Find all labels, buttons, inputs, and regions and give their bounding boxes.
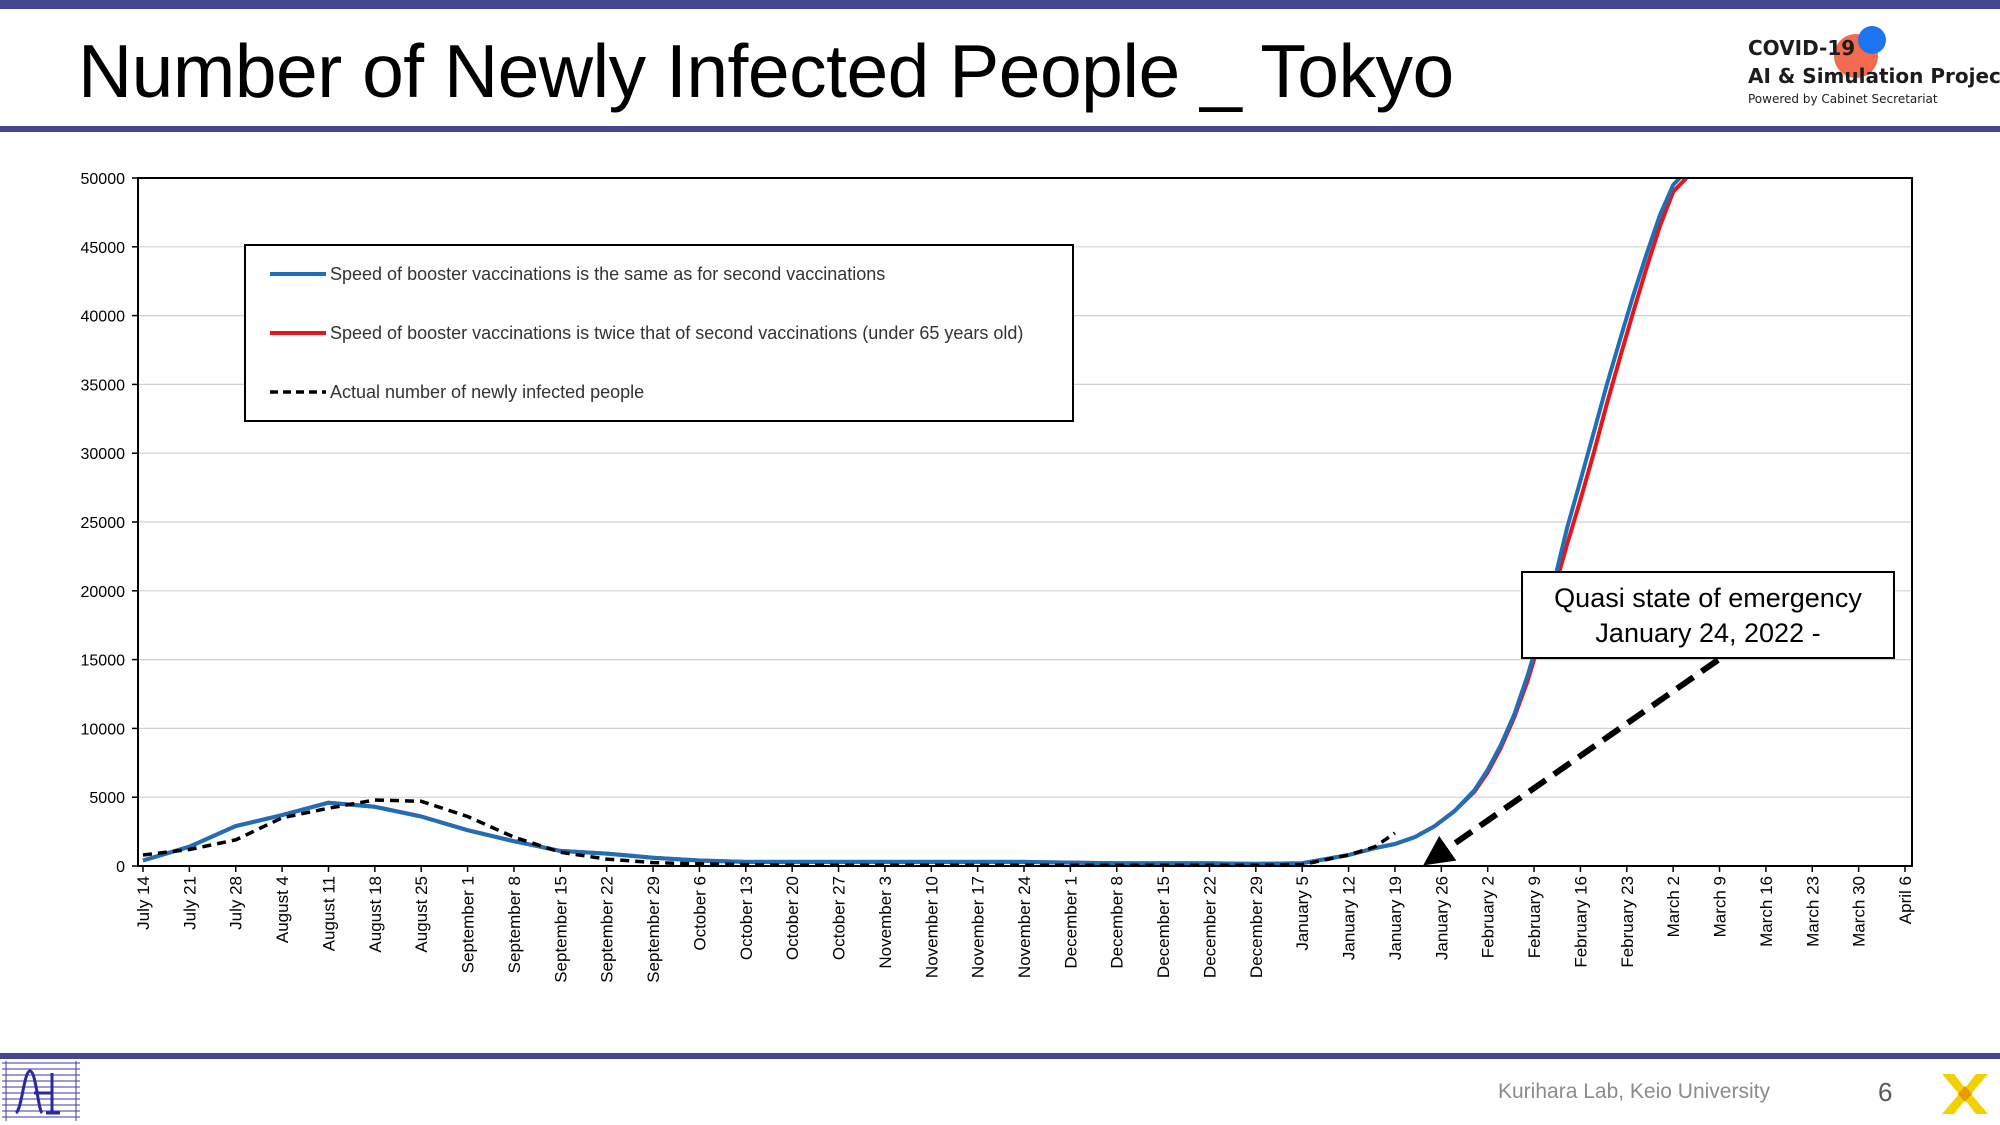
x-tick-label: November 3 bbox=[876, 876, 895, 969]
emergency-annotation: Quasi state of emergency January 24, 202… bbox=[1423, 571, 1895, 866]
y-tick-label: 45000 bbox=[81, 240, 126, 257]
logo-blue-dot bbox=[1858, 26, 1886, 54]
x-tick-label: March 2 bbox=[1664, 876, 1683, 937]
x-tick-label: September 1 bbox=[459, 876, 478, 973]
x-tick-label: October 27 bbox=[830, 876, 849, 960]
legend-box bbox=[244, 244, 1074, 422]
x-tick-label: January 26 bbox=[1432, 876, 1451, 960]
x-tick-label: March 16 bbox=[1757, 876, 1776, 947]
annotation-line-2: January 24, 2022 - bbox=[1595, 618, 1820, 648]
infection-line-chart: 0 5000 10000 15000 20000 25000 30000 35000 40000… bbox=[81, 171, 1916, 983]
x-tick-label: September 15 bbox=[551, 876, 570, 983]
plot-frame bbox=[137, 177, 1913, 867]
logo-line-3: Powered by Cabinet Secretariat bbox=[1748, 92, 1938, 106]
x-tick-label: February 9 bbox=[1525, 876, 1544, 958]
covid-ai-project-logo: COVID-19 AI & Simulation Project Powered… bbox=[1740, 24, 2000, 114]
y-tick-label: 30000 bbox=[81, 446, 126, 463]
legend-label-actual: Actual number of newly infected people bbox=[330, 382, 644, 402]
y-tick-label: 50000 bbox=[81, 171, 126, 188]
y-tick-label: 5000 bbox=[89, 790, 125, 807]
y-tick-label: 25000 bbox=[81, 515, 126, 532]
footer-divider bbox=[0, 1053, 2000, 1059]
annotation-line-1: Quasi state of emergency bbox=[1554, 583, 1862, 613]
x-tick-label: March 9 bbox=[1711, 876, 1730, 937]
y-tick-label: 10000 bbox=[81, 721, 126, 738]
x-tick-label: July 21 bbox=[180, 876, 199, 930]
x-axis-ticks: July 14 July 21 July 28 August 4 August 11 Au… bbox=[134, 866, 1915, 983]
x-tick-label: January 19 bbox=[1386, 876, 1405, 960]
x-tick-label: March 23 bbox=[1803, 876, 1822, 947]
x-tick-label: December 1 bbox=[1061, 876, 1080, 969]
x-tick-label: September 8 bbox=[505, 876, 524, 973]
x-tick-label: October 20 bbox=[783, 876, 802, 960]
legend-label-same-speed: Speed of booster vaccinations is the sam… bbox=[330, 264, 885, 284]
annotation-box bbox=[1521, 571, 1895, 659]
x-tick-label: August 4 bbox=[273, 876, 292, 943]
kurihara-lab-logo bbox=[2, 1061, 80, 1121]
y-tick-label: 0 bbox=[116, 859, 125, 876]
y-tick-label: 35000 bbox=[81, 377, 126, 394]
y-tick-label: 20000 bbox=[81, 584, 126, 601]
slide-title: Number of Newly Infected People _ Tokyo bbox=[78, 29, 1454, 113]
x-tick-label: November 10 bbox=[922, 876, 941, 978]
x-tick-label: August 18 bbox=[366, 876, 385, 953]
y-tick-label: 15000 bbox=[81, 653, 126, 670]
x-tick-label: November 17 bbox=[969, 876, 988, 978]
legend: Speed of booster vaccinations is the sam… bbox=[244, 244, 1074, 422]
x-tick-label: January 12 bbox=[1340, 876, 1359, 960]
x-tick-label: July 14 bbox=[134, 876, 153, 930]
lab-credit: Kurihara Lab, Keio University bbox=[1498, 1080, 1770, 1103]
x-tick-label: December 8 bbox=[1108, 876, 1127, 969]
annotation-arrow bbox=[1423, 657, 1720, 866]
x-tick-label: March 30 bbox=[1850, 876, 1869, 947]
x-tick-label: December 29 bbox=[1247, 876, 1266, 978]
project-x-logo bbox=[1942, 1074, 1988, 1114]
title-divider bbox=[0, 126, 2000, 132]
x-tick-label: July 28 bbox=[227, 876, 246, 930]
series-line-2 bbox=[142, 798, 1396, 866]
page-number: 6 bbox=[1878, 1077, 1893, 1107]
y-axis-ticks: 0 5000 10000 15000 20000 25000 30000 35000 40000… bbox=[81, 171, 138, 876]
x-tick-label: September 29 bbox=[644, 876, 663, 983]
x-tick-label: October 6 bbox=[690, 876, 709, 951]
x-tick-label: October 13 bbox=[737, 876, 756, 960]
top-accent-bar bbox=[0, 0, 2000, 9]
x-tick-label: April 6 bbox=[1896, 876, 1915, 924]
x-tick-label: August 25 bbox=[412, 876, 431, 953]
x-tick-label: September 22 bbox=[598, 876, 617, 983]
x-tick-label: February 2 bbox=[1479, 876, 1498, 958]
x-tick-label: August 11 bbox=[319, 876, 338, 951]
x-tick-label: November 24 bbox=[1015, 876, 1034, 978]
x-tick-label: February 23 bbox=[1618, 876, 1637, 968]
logo-line-1: COVID-19 bbox=[1748, 36, 1856, 60]
logo-line-2: AI & Simulation Project bbox=[1748, 64, 2000, 88]
legend-label-twice-speed: Speed of booster vaccinations is twice t… bbox=[330, 323, 1023, 343]
x-tick-label: December 15 bbox=[1154, 876, 1173, 978]
y-tick-label: 40000 bbox=[81, 309, 126, 326]
x-tick-label: January 5 bbox=[1293, 876, 1312, 951]
x-tick-label: December 22 bbox=[1200, 876, 1219, 978]
x-tick-label: February 16 bbox=[1571, 876, 1590, 968]
